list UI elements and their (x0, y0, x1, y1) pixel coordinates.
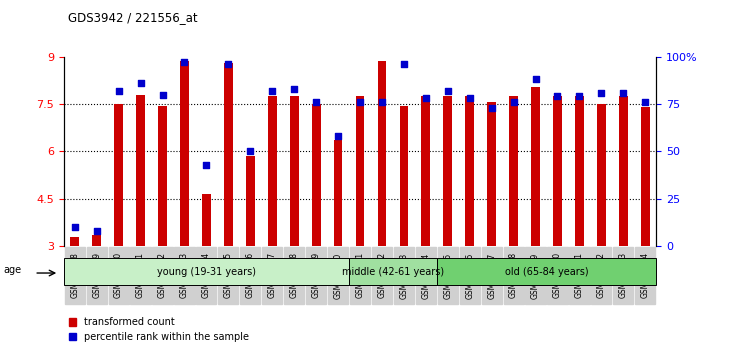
Point (91, 228, 103, 234)
Point (222, 61, 234, 67)
Bar (70, 236, 79, 246)
Point (398, 61, 410, 67)
Point (134, 80, 146, 86)
Text: young (19-31 years): young (19-31 years) (157, 267, 256, 277)
Point (112, 88, 125, 93)
Bar (64, 258, 349, 285)
Legend: transformed count, percentile rank within the sample: transformed count, percentile rank withi… (68, 317, 249, 342)
Point (486, 105, 498, 110)
Bar (465, 96, 474, 246)
Bar (268, 96, 277, 246)
Bar (290, 96, 298, 246)
Bar (597, 104, 606, 246)
Bar (641, 107, 650, 246)
Point (639, 99, 651, 105)
Point (617, 90, 629, 96)
Point (157, 92, 169, 97)
Point (288, 86, 300, 92)
Bar (436, 258, 656, 285)
Text: old (65-84 years): old (65-84 years) (505, 267, 588, 277)
Text: GDS3942 / 221556_at: GDS3942 / 221556_at (68, 11, 197, 24)
Point (200, 162, 212, 167)
Point (376, 99, 388, 105)
Text: age: age (3, 266, 21, 275)
Bar (158, 105, 167, 246)
Bar (422, 96, 430, 246)
Point (69, 224, 81, 230)
Bar (92, 235, 101, 246)
Point (332, 133, 344, 139)
Bar (356, 96, 364, 246)
Point (420, 96, 432, 101)
Bar (114, 104, 123, 246)
Bar (312, 104, 320, 246)
Bar (246, 156, 255, 246)
Point (354, 99, 366, 105)
Bar (136, 95, 145, 246)
Bar (488, 102, 496, 246)
Bar (400, 105, 408, 246)
Point (266, 88, 278, 93)
Point (244, 149, 256, 154)
Bar (349, 258, 436, 285)
Bar (443, 96, 452, 246)
Point (508, 99, 520, 105)
Bar (619, 96, 628, 246)
Point (551, 93, 563, 99)
Bar (531, 87, 540, 246)
Bar (553, 96, 562, 246)
Bar (202, 194, 211, 246)
Point (530, 76, 542, 82)
Point (178, 59, 190, 65)
Bar (180, 61, 189, 246)
Point (596, 90, 608, 96)
Bar (224, 63, 232, 246)
Text: middle (42-61 years): middle (42-61 years) (342, 267, 444, 277)
Bar (377, 61, 386, 246)
Bar (334, 140, 343, 246)
Point (574, 93, 586, 99)
Point (310, 99, 322, 105)
Point (464, 96, 476, 101)
Point (442, 88, 454, 93)
Bar (509, 96, 518, 246)
Bar (575, 96, 584, 246)
